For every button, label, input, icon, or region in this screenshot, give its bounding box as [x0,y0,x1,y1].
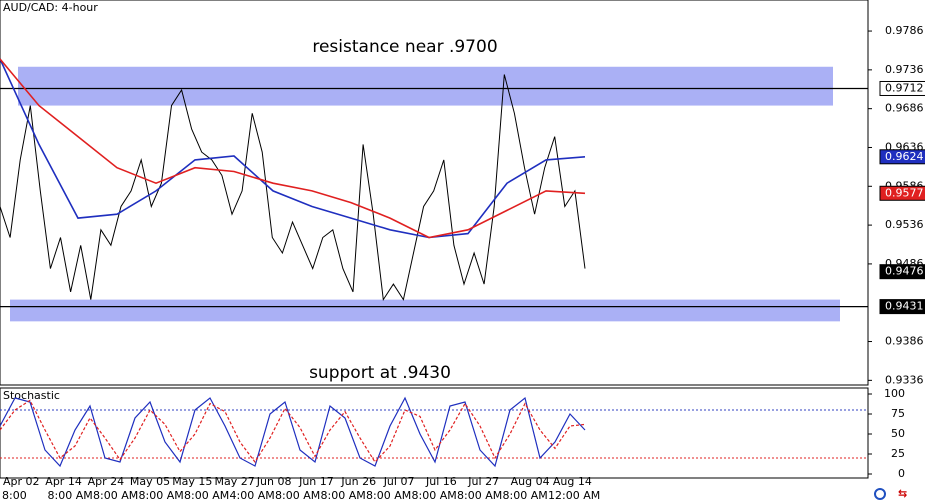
price-line [0,74,586,302]
zone [10,299,840,322]
x-tick-label: Apr 24 [88,475,125,488]
x-tick-label: Jun 08 [256,475,292,488]
time-label: 8:00 AM [275,489,320,502]
stochastic-panel [0,387,869,479]
x-tick-label: Jul 27 [467,475,499,488]
time-label: 8:00 AM [503,489,548,502]
price-tag-label: 0.9431 [885,300,924,313]
price-tag [879,80,925,96]
y-tick-label: 0.9536 [885,218,924,231]
price-tag-label: 0.9577 [885,186,924,199]
x-tick-label: Jun 26 [340,475,376,488]
x-tick-label: Jul 07 [383,475,415,488]
price-tag-label: 0.9712 [885,81,924,94]
x-tick-label: Jul 16 [425,475,457,488]
x-tick-label: Apr 02 [3,475,40,488]
x-tick-label: May 27 [215,475,255,488]
time-label: 4:00 AM [230,489,275,502]
x-tick-label: May 05 [130,475,170,488]
moving-average [0,58,586,239]
annotation: resistance near .9700 [312,37,497,57]
time-label: 12:00 AM [548,489,600,502]
panel-title: Stochastic [3,389,60,402]
x-tick-label: May 15 [172,475,212,488]
y-tick-label: 75 [891,407,905,420]
close-icon[interactable]: ⇆ [898,487,907,500]
time-label: 8:00 AM [366,489,411,502]
y-tick-label: 0.9686 [885,102,924,115]
y-tick-label: 100 [884,387,905,400]
time-label: 8:00 AM [184,489,229,502]
y-tick-label: 0.9386 [885,335,924,348]
y-tick-label: 0.9336 [885,373,924,386]
price-tag-label: 0.9624 [885,150,924,163]
price-tag [879,185,925,201]
x-tick-label: Jun 17 [298,475,334,488]
time-label: 8:00 AM [139,489,184,502]
price-tag [879,149,925,165]
stochastic-line [0,396,586,468]
time-label: 8:00 AM [457,489,502,502]
y-tick-label: 25 [891,447,905,460]
time-label: 8:00 AM [412,489,457,502]
annotation: support at .9430 [309,363,451,383]
y-tick-label: 50 [891,427,905,440]
y-tick-label: 0.9736 [885,63,924,76]
stochastic-line [0,399,586,464]
time-label: 8:00 [2,489,27,502]
x-tick-label: Apr 14 [45,475,82,488]
moving-average [0,58,586,239]
chart-title: AUD/CAD: 4-hour [3,1,98,14]
link-icon[interactable] [874,488,886,500]
x-tick-label: Aug 04 [511,475,550,488]
price-tag [879,299,925,315]
zone [18,66,833,106]
y-tick-label: 0 [898,467,905,480]
y-tick-label: 0.9786 [885,24,924,37]
time-label: 8:00 AM [321,489,366,502]
price-tag-label: 0.9476 [885,265,924,278]
price-tag [879,264,925,280]
time-label: 8:00 AM [48,489,93,502]
x-tick-label: Aug 14 [553,475,592,488]
time-label: 8:00 AM [93,489,138,502]
nav-icons[interactable]: ⇆ [874,487,907,500]
